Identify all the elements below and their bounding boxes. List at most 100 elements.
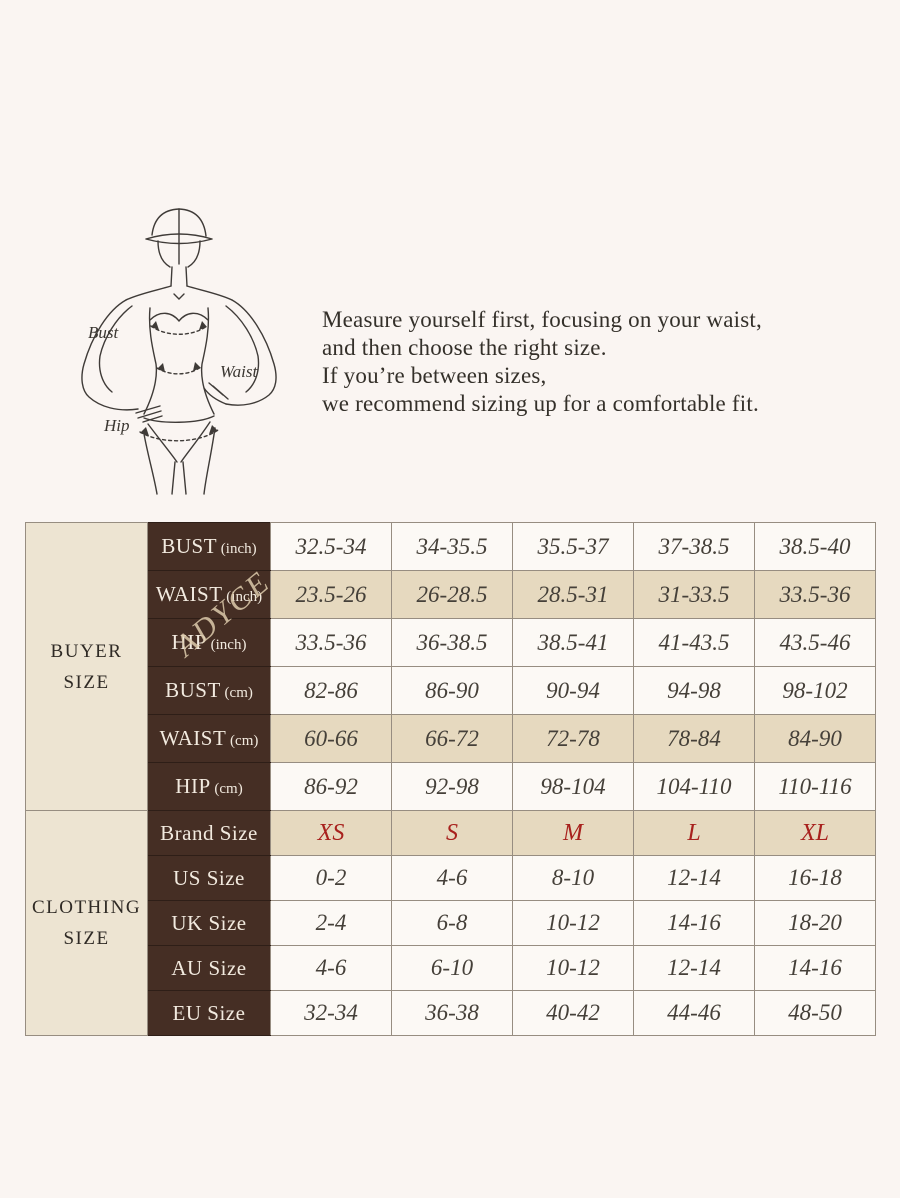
size-value-cell: 32-34: [270, 990, 392, 1036]
row-header-unit: (inch): [222, 589, 263, 605]
clothing-size-group-cell: CLOTHING SIZE: [25, 810, 148, 1036]
size-value-cell: 14-16: [633, 900, 755, 946]
size-value-cell: 66-72: [391, 714, 513, 763]
row-header-label: UK Size: [171, 910, 247, 935]
size-value-cell: 32.5-34: [270, 522, 392, 571]
size-value-cell: 36-38: [391, 990, 513, 1036]
size-value-cell: M: [512, 810, 634, 856]
size-value-cell: 41-43.5: [633, 618, 755, 667]
size-value-cell: 10-12: [512, 900, 634, 946]
size-value-cell: 8-10: [512, 855, 634, 901]
size-value-cell: 98-104: [512, 762, 634, 811]
size-table-row: HIP (cm) 86-92 92-98 98-104 104-110 110-116: [26, 762, 876, 811]
bust-label: Bust: [88, 323, 120, 342]
left-arm-outer: [81, 299, 139, 411]
row-header-label: BUST: [165, 678, 221, 702]
size-value-cell: 82-86: [270, 666, 392, 715]
bust-top-line: [149, 312, 209, 323]
measure-note-line: Measure yourself first, focusing on your…: [322, 307, 762, 332]
inner-leg-lines: [171, 461, 187, 495]
size-value-cell: 44-46: [633, 990, 755, 1036]
size-value-cell: 78-84: [633, 714, 755, 763]
size-value-cell: 31-33.5: [633, 570, 755, 619]
size-table-row: WAIST (cm) 60-66 66-72 72-78 78-84 84-90: [26, 714, 876, 763]
measurement-figure: Bust Waist Hip: [58, 198, 308, 498]
size-value-cell: 37-38.5: [633, 522, 755, 571]
row-header-label: EU Size: [172, 1000, 246, 1025]
row-header-cell: UK Size: [147, 900, 271, 946]
size-value-cell: 16-18: [754, 855, 876, 901]
row-header-label: WAIST: [159, 726, 227, 750]
row-header-label: Brand Size: [160, 820, 258, 845]
size-table-row: US Size 0-2 4-6 8-10 12-14 16-18: [26, 855, 876, 901]
row-header-label: BUST: [161, 534, 218, 558]
size-value-cell: 4-6: [270, 945, 392, 991]
size-value-cell: XS: [270, 810, 392, 856]
size-value-cell: 92-98: [391, 762, 513, 811]
size-value-cell: 98-102: [754, 666, 876, 715]
face-outline: [157, 240, 201, 268]
size-table: BUYER SIZE BUST (inch) 32.5-34 34-35.5 35.5-3…: [25, 522, 876, 1036]
waist-arrow-right: [193, 362, 201, 371]
bikini-edges: [147, 421, 211, 463]
size-value-cell: 84-90: [754, 714, 876, 763]
size-value-cell: 33.5-36: [270, 618, 392, 667]
size-value-cell: 0-2: [270, 855, 392, 901]
size-value-cell: 94-98: [633, 666, 755, 715]
size-value-cell: 26-28.5: [391, 570, 513, 619]
size-value-cell: 60-66: [270, 714, 392, 763]
hip-label: Hip: [103, 416, 130, 435]
size-value-cell: 18-20: [754, 900, 876, 946]
size-value-cell: 110-116: [754, 762, 876, 811]
group-label-line: SIZE: [63, 671, 110, 693]
size-table-row: AU Size 4-6 6-10 10-12 12-14 14-16: [26, 945, 876, 991]
size-value-cell: 86-90: [391, 666, 513, 715]
size-value-cell: 40-42: [512, 990, 634, 1036]
size-table-row: HIP (inch) 33.5-36 36-38.5 38.5-41 41-43.5 43…: [26, 618, 876, 667]
size-value-cell: 4-6: [391, 855, 513, 901]
row-header-label: HIP: [175, 774, 211, 798]
size-table-row: UK Size 2-4 6-8 10-12 14-16 18-20: [26, 900, 876, 946]
row-header-label: WAIST: [155, 582, 223, 606]
row-header-cell: WAIST (inch): [147, 570, 271, 619]
group-label-line: SIZE: [63, 928, 110, 949]
bust-arrow-left: [151, 321, 159, 330]
measure-note: Measure yourself first, focusing on your…: [322, 306, 867, 418]
row-header-label: AU Size: [171, 955, 247, 980]
row-header-cell: WAIST (cm): [147, 714, 271, 763]
bust-arrow-right: [199, 321, 207, 330]
right-hand-fingers: [203, 382, 229, 405]
size-table-row: EU Size 32-34 36-38 40-42 44-46 48-50: [26, 990, 876, 1036]
row-header-cell: BUST (cm): [147, 666, 271, 715]
size-value-cell: 28.5-31: [512, 570, 634, 619]
measure-note-line: If you’re between sizes,: [322, 363, 547, 388]
row-header-unit: (inch): [217, 541, 257, 557]
outer-leg-lines: [143, 427, 216, 495]
torso-left: [143, 307, 158, 415]
group-label-line: BUYER: [50, 640, 123, 662]
waist-arrow-left: [157, 363, 165, 372]
row-header-cell: US Size: [147, 855, 271, 901]
left-hand-fingers: [135, 405, 163, 423]
row-header-cell: Brand Size: [147, 810, 271, 856]
row-header-unit: (cm): [226, 733, 259, 749]
figure-sketch-svg: Bust Waist Hip: [81, 208, 277, 495]
torso-right: [200, 307, 215, 415]
size-value-cell: L: [633, 810, 755, 856]
bikini-waistband: [143, 415, 215, 423]
size-value-cell: XL: [754, 810, 876, 856]
row-header-cell: HIP (inch): [147, 618, 271, 667]
row-header-unit: (inch): [206, 637, 247, 653]
size-value-cell: S: [391, 810, 513, 856]
size-value-cell: 36-38.5: [391, 618, 513, 667]
size-value-cell: 38.5-40: [754, 522, 876, 571]
row-header-label: HIP: [171, 630, 207, 654]
size-value-cell: 90-94: [512, 666, 634, 715]
measure-note-line: and then choose the right size.: [322, 335, 607, 360]
row-header-label: US Size: [173, 865, 245, 890]
neck-lines: [170, 266, 188, 300]
bust-measure-line: [150, 325, 208, 335]
shoulder-lines: [125, 285, 233, 301]
size-table-row: BUYER SIZE BUST (inch) 32.5-34 34-35.5 35.5-3…: [25, 522, 876, 811]
size-table-row: WAIST (inch) 23.5-26 26-28.5 28.5-31 31-33.5…: [26, 570, 876, 619]
